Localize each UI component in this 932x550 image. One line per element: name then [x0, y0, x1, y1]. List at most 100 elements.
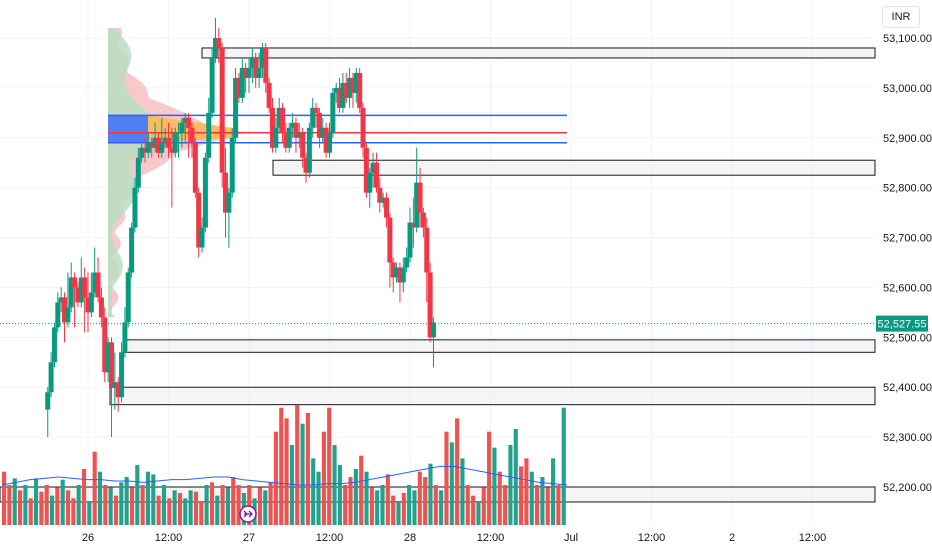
volume-bar — [156, 495, 161, 525]
candle-body — [152, 137, 158, 148]
candle-body — [122, 322, 128, 353]
volume-bar — [364, 471, 369, 525]
volume-bar — [396, 501, 401, 525]
candle-body — [112, 382, 118, 388]
candle-body — [135, 157, 141, 188]
candle-body — [400, 267, 406, 283]
volume-bar — [428, 463, 433, 525]
volume-bar — [375, 490, 380, 525]
volume-bar — [519, 466, 524, 525]
candle-body — [236, 77, 242, 98]
volume-bar — [417, 471, 422, 525]
volume-bar — [12, 478, 17, 525]
volume-bar — [311, 458, 316, 525]
volume-profile — [108, 28, 247, 318]
time-tick-label: 12:00 — [316, 532, 344, 544]
volume-bar — [7, 485, 12, 525]
volume-bar — [119, 482, 124, 525]
volume-moving-average — [1, 465, 568, 486]
candle-body — [172, 132, 178, 153]
volume-bar — [305, 413, 310, 525]
time-tick-label: 12:00 — [155, 532, 183, 544]
candle-body — [78, 277, 84, 303]
volume-bar — [49, 495, 55, 525]
candle-body — [300, 132, 306, 158]
candle-body — [380, 197, 386, 203]
candle-body — [367, 172, 373, 193]
volume-bar — [76, 485, 81, 525]
volume-bar — [167, 498, 172, 525]
volume-bar — [236, 485, 241, 525]
volume-bar — [465, 485, 470, 525]
candle-body — [273, 127, 279, 148]
time-tick-label: 2 — [729, 532, 735, 544]
candle-body — [166, 137, 171, 148]
volume-bar — [108, 487, 113, 525]
candle-body — [182, 117, 188, 123]
candle-body — [162, 137, 168, 143]
volume-bar — [231, 477, 236, 525]
volume-bar — [348, 477, 353, 525]
candle-body — [397, 267, 403, 283]
candle-body — [293, 122, 299, 138]
volume-bar — [529, 471, 534, 525]
volume-bar — [412, 490, 417, 525]
volume-bar — [369, 487, 374, 525]
candle-body — [350, 77, 356, 93]
candle-body — [333, 87, 339, 93]
volume-bar — [263, 490, 268, 525]
volume-bar — [439, 490, 444, 525]
candle-body — [192, 142, 198, 193]
time-tick-label: 27 — [243, 532, 255, 544]
volume-bar — [503, 485, 508, 525]
candle-body — [343, 82, 349, 98]
candle-body — [98, 297, 104, 318]
currency-selector[interactable]: INR — [882, 6, 920, 28]
price-tick-label: 52,900.00 — [883, 133, 932, 145]
candle-body — [427, 272, 433, 338]
volume-bar — [471, 495, 476, 525]
candle-body — [253, 57, 259, 78]
candle-body — [246, 67, 252, 78]
price-tick-label: 52,700.00 — [883, 233, 932, 245]
candle-body — [58, 297, 64, 303]
volume-bar — [209, 482, 215, 525]
volume-bar — [279, 407, 284, 525]
last-price-tag-label: 52,527.55 — [878, 319, 927, 331]
volume-bar — [103, 485, 108, 525]
volume-bar — [492, 447, 497, 525]
candle-body — [132, 187, 138, 228]
volume-bar — [332, 445, 337, 525]
volume-bar — [321, 431, 326, 525]
candle-body — [115, 382, 121, 398]
last-price-tag — [876, 315, 928, 332]
volume-profile-buy — [108, 28, 162, 318]
volume-bar — [327, 407, 332, 525]
candle-body — [196, 192, 202, 248]
value-area-blue — [108, 115, 148, 143]
candle-body — [310, 107, 316, 128]
volume-bar — [455, 418, 460, 525]
volume-bar — [391, 495, 396, 525]
price-zone — [109, 386, 876, 406]
candle-body — [283, 132, 289, 148]
volume-bar — [300, 423, 305, 525]
volume-bar — [60, 479, 65, 525]
volume-bar — [380, 485, 385, 525]
volume-bar — [284, 418, 289, 525]
volume-bar — [460, 458, 465, 525]
candle-body — [219, 47, 225, 173]
volume-bar — [247, 485, 252, 525]
volume-bar — [135, 465, 140, 525]
candle-body — [259, 47, 265, 68]
candle-body — [407, 222, 413, 258]
candle-body — [330, 92, 336, 133]
candle-body — [179, 122, 185, 133]
candle-body — [357, 72, 363, 108]
volume-bar — [23, 485, 28, 525]
price-tick-label: 52,200.00 — [883, 482, 932, 494]
candle-body — [363, 147, 369, 193]
candle-body — [55, 302, 61, 328]
price-axis: 53,100.00 53,000.00 52,900.00 52,800.00 52,7… — [876, 33, 932, 494]
